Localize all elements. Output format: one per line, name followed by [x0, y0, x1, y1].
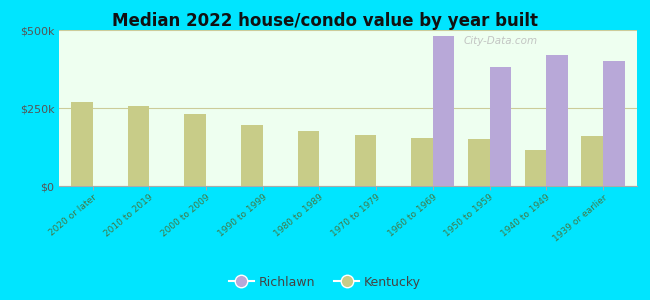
Bar: [241, 125, 263, 186]
Bar: [127, 106, 150, 186]
Legend: Richlawn, Kentucky: Richlawn, Kentucky: [224, 271, 426, 294]
Bar: [546, 55, 568, 186]
Bar: [525, 150, 546, 186]
Bar: [71, 102, 92, 186]
Bar: [185, 114, 206, 186]
Bar: [581, 136, 603, 186]
Bar: [468, 139, 489, 186]
Bar: [411, 138, 433, 186]
Bar: [433, 36, 454, 186]
Text: City-Data.com: City-Data.com: [463, 36, 538, 46]
Bar: [603, 61, 625, 186]
Bar: [354, 134, 376, 186]
Bar: [298, 131, 319, 186]
Bar: [489, 68, 511, 186]
Text: Median 2022 house/condo value by year built: Median 2022 house/condo value by year bu…: [112, 12, 538, 30]
